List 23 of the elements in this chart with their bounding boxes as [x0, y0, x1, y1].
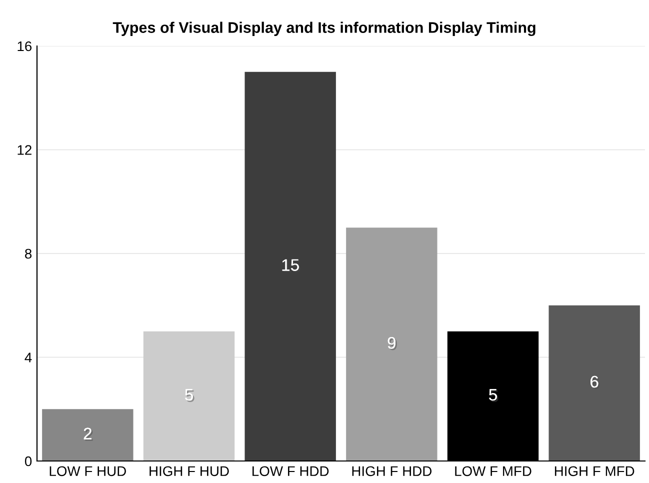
x-tick-label: LOW F HDD: [252, 466, 329, 476]
data-label: 15: [282, 259, 300, 272]
y-tick-label: 8: [25, 248, 32, 259]
data-label: 9: [388, 336, 397, 350]
bar: [42, 409, 134, 461]
bar: [143, 331, 235, 461]
y-tick-label: 4: [24, 352, 32, 362]
data-label: 5: [185, 389, 194, 402]
data-label: 2: [84, 428, 93, 441]
data-label: 6: [590, 376, 600, 390]
bar: [548, 305, 640, 461]
x-tick-label: HIGH F HUD: [150, 466, 229, 476]
y-tick-label: 12: [18, 145, 32, 155]
x-tick-label: HIGH F HDD: [352, 466, 432, 476]
chart-title: Types of Visual Display and Its information Display Timing: [112, 22, 536, 36]
x-tick-label: HIGH F MFD: [554, 466, 634, 476]
x-tick-label: LOW F HUD: [50, 466, 126, 476]
y-tick-label: 16: [18, 41, 32, 52]
y-tick-label: 0: [24, 456, 32, 466]
bar: [244, 72, 336, 461]
x-tick-label: LOW F MFD: [455, 466, 532, 476]
bar: [346, 228, 438, 461]
data-label: 5: [489, 389, 498, 402]
